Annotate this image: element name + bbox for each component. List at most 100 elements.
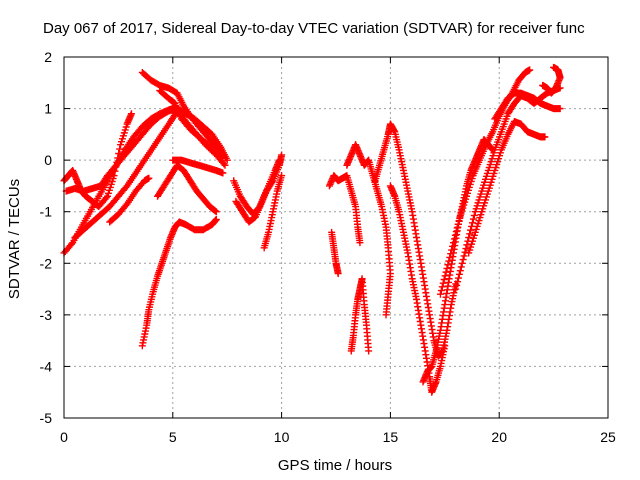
data-point xyxy=(541,133,549,141)
data-point xyxy=(365,347,373,355)
grid-lines xyxy=(64,57,608,418)
y-axis-ticks: -5 -4 -3 -2 -1 0 1 2 xyxy=(40,49,608,426)
data-point xyxy=(455,217,463,225)
data-point xyxy=(115,150,123,158)
data-point xyxy=(211,207,219,215)
data-point xyxy=(451,231,459,239)
y-tick-label: 2 xyxy=(44,49,52,65)
x-tick-label: 5 xyxy=(169,429,177,445)
data-point xyxy=(440,275,448,283)
data-point xyxy=(212,151,220,159)
y-tick-label: -3 xyxy=(40,307,53,323)
data-point xyxy=(446,253,454,261)
data-point xyxy=(334,270,342,278)
data-point xyxy=(461,248,469,256)
data-point xyxy=(450,235,458,243)
series-4 xyxy=(71,107,181,241)
data-point xyxy=(453,224,461,232)
data-marks xyxy=(60,63,564,396)
data-point xyxy=(275,156,283,164)
series-24 xyxy=(491,89,564,123)
data-point xyxy=(116,145,124,153)
data-point xyxy=(145,174,153,182)
y-tick-label: 1 xyxy=(44,101,52,117)
data-point xyxy=(450,239,458,247)
series-21 xyxy=(436,66,534,298)
data-point xyxy=(459,256,467,264)
data-point xyxy=(526,66,534,74)
data-point xyxy=(556,105,564,113)
data-point xyxy=(219,154,227,162)
series-9 xyxy=(154,161,220,216)
data-point xyxy=(443,264,451,272)
y-tick-label: -2 xyxy=(40,255,53,271)
data-point xyxy=(211,150,219,158)
x-axis-ticks: 0 5 10 15 20 25 xyxy=(60,57,616,445)
data-point xyxy=(454,278,462,286)
y-tick-label: -5 xyxy=(40,410,53,426)
data-point xyxy=(436,290,444,298)
data-point xyxy=(452,228,460,236)
data-point xyxy=(356,239,364,247)
series-25 xyxy=(539,63,564,97)
data-point xyxy=(468,219,476,227)
series-13 xyxy=(260,172,286,252)
y-tick-label: -4 xyxy=(40,358,53,374)
data-point xyxy=(465,234,473,241)
x-tick-label: 20 xyxy=(491,429,507,445)
data-point xyxy=(470,211,478,219)
data-point xyxy=(444,261,452,269)
x-tick-label: 0 xyxy=(60,429,68,445)
series-7 xyxy=(169,156,227,177)
series-16 xyxy=(347,275,373,355)
data-point xyxy=(441,272,449,280)
series-19 xyxy=(386,182,449,396)
series-5 xyxy=(138,68,227,162)
data-point xyxy=(223,156,231,164)
series-10 xyxy=(138,215,220,350)
data-point xyxy=(441,342,449,350)
data-point xyxy=(452,285,460,293)
data-point xyxy=(127,110,135,118)
x-tick-label: 25 xyxy=(600,429,616,445)
data-point xyxy=(466,230,474,238)
series-14 xyxy=(325,172,364,247)
data-point xyxy=(102,194,110,202)
series-17 xyxy=(343,141,394,319)
data-point xyxy=(437,287,445,295)
data-point xyxy=(550,63,558,71)
series-2 xyxy=(60,110,135,211)
data-point xyxy=(448,246,456,254)
data-point xyxy=(67,240,75,248)
series-6 xyxy=(156,87,220,159)
data-point xyxy=(457,263,465,271)
y-axis-label: SDTVAR / TECUs xyxy=(6,179,23,299)
data-point xyxy=(454,220,462,228)
data-point xyxy=(447,250,455,258)
x-axis-label: GPS time / hours xyxy=(278,457,392,474)
data-point xyxy=(469,215,477,223)
series-15 xyxy=(328,228,342,278)
data-point xyxy=(449,242,457,250)
y-tick-label: 0 xyxy=(44,152,52,168)
data-point xyxy=(439,279,447,287)
data-point xyxy=(442,268,450,276)
data-point xyxy=(212,208,220,216)
series-3 xyxy=(62,105,231,195)
data-point xyxy=(219,169,227,177)
chart-title: Day 067 of 2017, Sidereal Day-to-day VTE… xyxy=(43,20,585,37)
data-point xyxy=(212,215,220,223)
y-tick-label: -1 xyxy=(40,204,53,220)
x-tick-label: 15 xyxy=(383,429,399,445)
series-8 xyxy=(106,174,153,226)
data-point xyxy=(278,151,286,159)
data-point xyxy=(445,257,453,265)
data-point xyxy=(438,283,446,291)
data-point xyxy=(455,270,463,278)
data-point xyxy=(467,226,475,234)
data-point xyxy=(456,267,464,275)
plot-frame xyxy=(63,56,609,419)
series-18 xyxy=(371,120,460,360)
data-point xyxy=(460,252,468,260)
